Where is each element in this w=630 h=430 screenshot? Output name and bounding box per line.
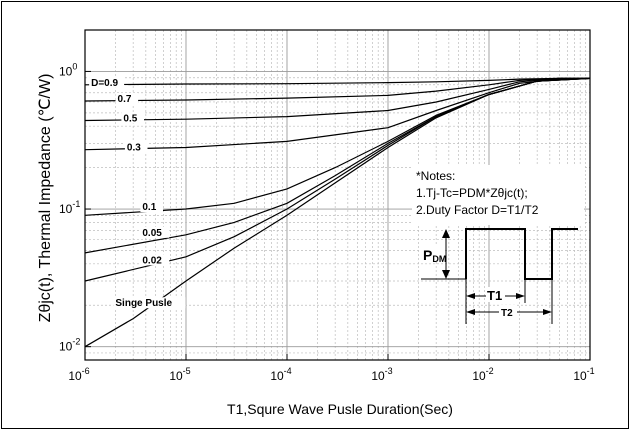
pulse-labels: PDM T1 T2 — [421, 246, 517, 319]
series-0-3-label-bg — [124, 141, 148, 153]
pdm-label: PDM — [423, 247, 446, 264]
series-0-05-label-bg — [140, 226, 170, 238]
notes-background — [412, 165, 584, 225]
notes-line-2: 2.Duty Factor D=T1/T2 — [416, 203, 539, 217]
series-layer: D=0.90.7 0.5 0.3 0.1 0.05 0.02 Singe Pusle — [84, 76, 591, 348]
series-0-1-label: 0.1 — [142, 202, 156, 213]
pulse-diagram — [421, 228, 578, 324]
x-tick-exponent: -2 — [486, 366, 494, 376]
t1-arrow-head-right — [516, 293, 525, 299]
series-0-3-label: 0.3 — [127, 143, 141, 154]
x-tick-exponent: -3 — [385, 366, 393, 376]
pdm-arrow-head-top — [442, 229, 450, 238]
series-0-1-label-bg — [140, 201, 163, 213]
notes-title: *Notes: — [416, 169, 455, 183]
pdm-arrow-head-bottom — [442, 270, 450, 279]
t2-arrow-head-left — [466, 309, 475, 315]
series-0-02-label: 0.02 — [142, 255, 162, 266]
t2-label-bg — [499, 305, 517, 318]
series-0-02-label-bg — [140, 254, 170, 266]
t1-arrow-head-left — [466, 293, 475, 299]
x-tick-exponent: -1 — [587, 366, 595, 376]
y-tick-exponent: 0 — [72, 61, 77, 71]
y-tick-exponent: -1 — [72, 199, 80, 209]
plot-area — [84, 29, 591, 361]
series-0-05-label: 0.05 — [142, 228, 162, 239]
series-0-7-label: 0.7 — [118, 94, 132, 105]
x-axis-label: T1,Squre Wave Pusle Duration(Sec) — [227, 401, 453, 417]
y-tick-exponent: -2 — [72, 337, 80, 347]
t1-label-bg — [486, 287, 505, 302]
y-axis-label-text: Zθjc(t), Thermal Impedance (℃/W) — [37, 74, 54, 323]
pdm-label-p: P — [423, 247, 432, 263]
series-singe-pusle-line — [84, 77, 591, 348]
x-tick-exponent: -5 — [183, 366, 191, 376]
series-d-0-9-label: D=0.9 — [91, 78, 118, 89]
pdm-label-sub: DM — [432, 254, 446, 264]
t1-label: T1 — [487, 288, 502, 303]
series-0-5-label-bg — [121, 112, 145, 124]
series-singe-pusle-label: Singe Pusle — [115, 298, 172, 309]
y-axis-label: Zθjc(t), Thermal Impedance (℃/W) — [37, 74, 54, 323]
x-tick-exponent: -4 — [284, 366, 292, 376]
t2-arrow-head-right — [543, 309, 552, 315]
pdm-label-bg — [421, 246, 443, 262]
t2-label: T2 — [501, 308, 513, 319]
series-0-5-label: 0.5 — [123, 113, 137, 124]
notes-line-1: 1.Tj-Tc=PDM*Zθjc(t); — [416, 186, 528, 200]
series-0-5-line — [84, 77, 590, 122]
series-d-0-9-label-bg — [89, 76, 125, 88]
x-tick-exponent: -6 — [82, 366, 90, 376]
series-0-7-label-bg — [115, 92, 139, 104]
series-singe-pusle-label-bg — [113, 297, 186, 309]
notes-box: *Notes: 1.Tj-Tc=PDM*Zθjc(t); 2.Duty Fact… — [412, 165, 584, 225]
